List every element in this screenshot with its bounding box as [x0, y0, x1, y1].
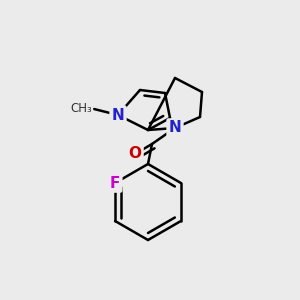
Text: CH₃: CH₃: [70, 103, 92, 116]
Text: F: F: [110, 176, 120, 190]
Text: O: O: [128, 146, 142, 161]
Text: N: N: [169, 121, 182, 136]
Text: N: N: [112, 107, 124, 122]
